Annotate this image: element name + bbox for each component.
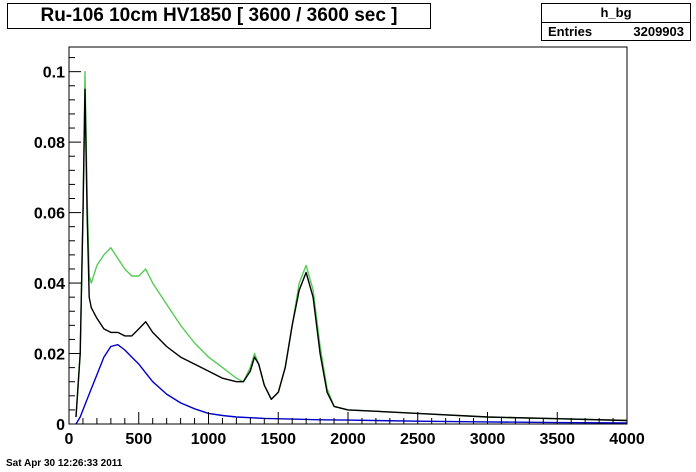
series-layer	[75, 70, 628, 425]
stats-entries-row: Entries 3209903	[542, 23, 690, 41]
stats-box: h_bg Entries 3209903	[541, 3, 691, 41]
timestamp: Sat Apr 30 12:26:33 2011	[6, 458, 123, 469]
stats-entries-value: 3209903	[633, 24, 684, 39]
x-tick-label: 500	[125, 431, 152, 448]
x-tick-label: 2500	[400, 431, 436, 448]
x-tick-label: 3000	[470, 431, 506, 448]
y-tick-label: 0	[56, 417, 65, 434]
x-tick-label: 4000	[609, 431, 645, 448]
x-tick-label: 0	[65, 431, 74, 448]
x-tick-label: 1500	[260, 431, 296, 448]
x-tick-label: 1000	[191, 431, 227, 448]
chart-title: Ru-106 10cm HV1850 [ 3600 / 3600 sec ]	[7, 3, 431, 29]
stats-histogram-name: h_bg	[542, 4, 690, 23]
y-tick-label: 0.06	[34, 206, 65, 223]
y-tick-label: 0.08	[34, 135, 65, 152]
axis-layer: 0 500 1000 1500 2000 2500 3000 3500 4000 0 0.02 0.0…	[34, 57, 645, 448]
x-tick-label: 3500	[539, 431, 575, 448]
x-tick-label: 2000	[330, 431, 366, 448]
plot-frame	[68, 46, 628, 425]
series-line-2	[75, 88, 628, 422]
series-line-1	[75, 70, 628, 422]
stats-entries-label: Entries	[548, 24, 593, 39]
y-tick-label: 0.02	[34, 347, 65, 364]
y-tick-label: 0.04	[34, 276, 65, 293]
y-tick-label: 0.1	[43, 65, 65, 82]
series-line-3	[75, 344, 628, 425]
